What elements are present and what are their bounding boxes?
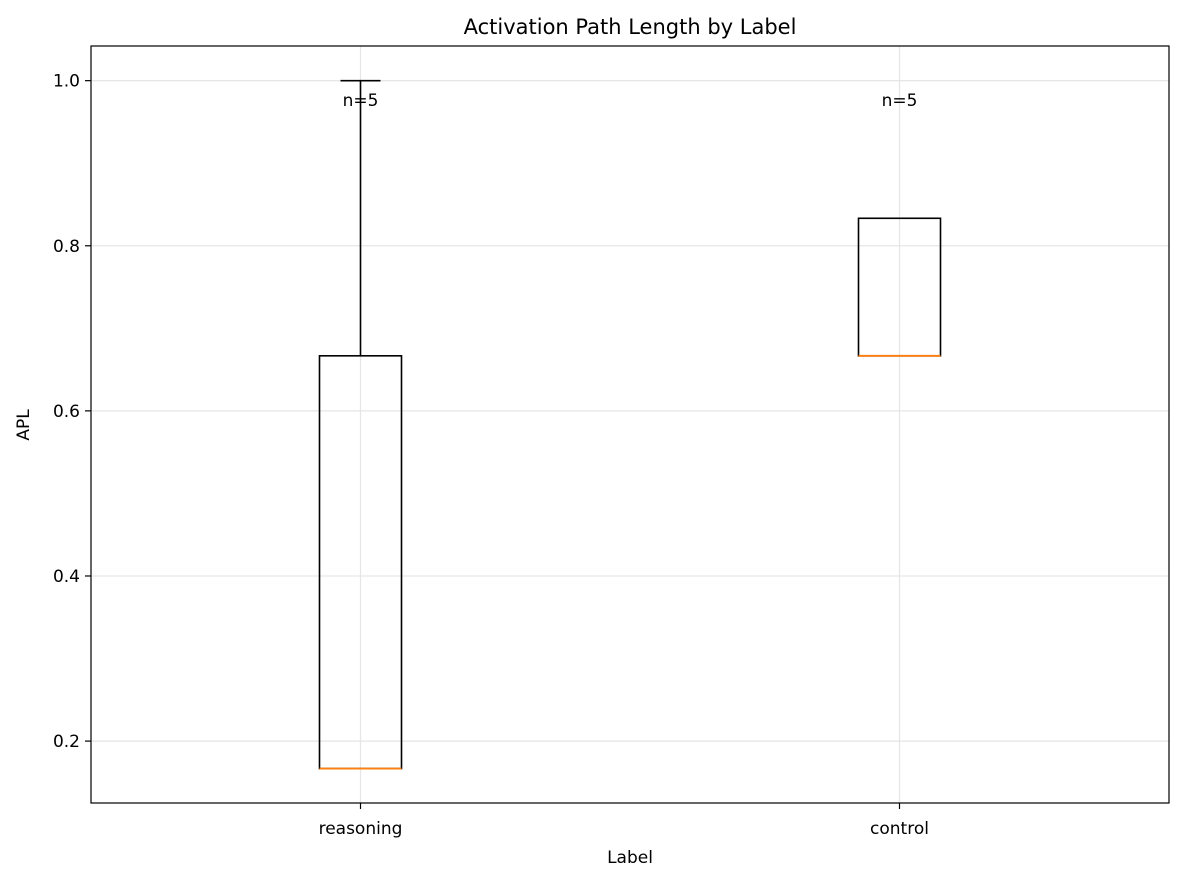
x-tick-label: control [870,819,929,839]
x-axis-label: Label [607,848,653,868]
y-tick-label: 0.8 [53,237,80,257]
y-axis-label: APL [14,409,34,441]
y-tick-label: 0.2 [53,732,80,752]
axes-frame [90,45,1170,804]
ticks: 0.2 0.4 0.6 0.8 1.0 reasoning control [53,72,929,839]
y-tick-label: 0.4 [53,567,80,587]
boxes: n=5 n=5 [318,79,942,770]
chart-title: Activation Path Length by Label [464,15,797,39]
y-tick-label: 0.6 [53,402,80,422]
box-group-reasoning: n=5 [318,79,403,770]
y-tick-label: 1.0 [53,72,80,92]
x-tick-label: reasoning [319,819,403,839]
box-group-control: n=5 [857,91,942,357]
sample-size-annotation: n=5 [882,91,918,111]
sample-size-annotation: n=5 [343,91,379,111]
